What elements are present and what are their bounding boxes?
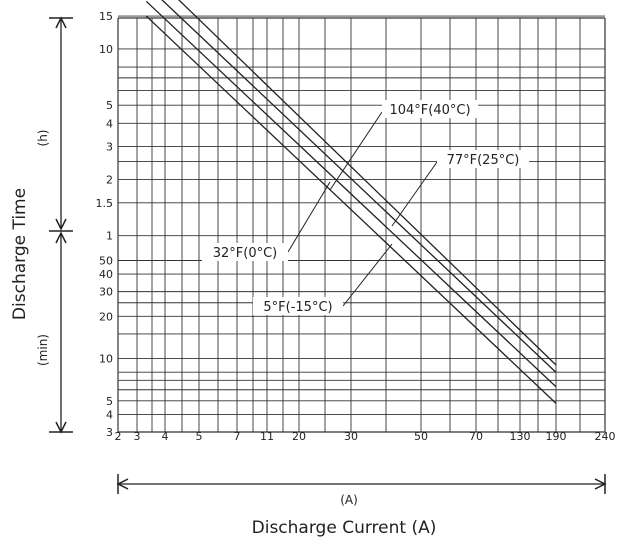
x-tick-label: 240 (595, 430, 616, 443)
y-unit-minutes: (min) (36, 334, 50, 366)
series-callouts: 104°F(40°C) 77°F(25°C) 32°F(0°C) 5°F(-15°C) (202, 100, 529, 315)
x-tick-label: 4 (162, 430, 169, 443)
callout-leader (342, 243, 393, 307)
y-tick-label: 20 (99, 310, 113, 323)
y-tick-label: 50 (99, 254, 113, 267)
y-tick-label: 15 (99, 10, 113, 23)
y-tick-label: 3 (106, 426, 113, 439)
series-line (145, 15, 557, 404)
series-label: 5°F(-15°C) (263, 300, 332, 315)
series-line (177, 0, 557, 366)
series-label: 104°F(40°C) (389, 103, 470, 118)
x-tick-label: 190 (546, 430, 567, 443)
y-tick-label: 10 (99, 353, 113, 366)
callout-bg (202, 243, 288, 261)
x-unit-label: (A) (340, 493, 358, 507)
x-tick-label: 50 (414, 430, 428, 443)
arrow-head (55, 218, 67, 231)
y-tick-label: 5 (106, 395, 113, 408)
axis-arrows (49, 16, 607, 494)
series-line (161, 0, 557, 373)
callout-bg (382, 100, 478, 118)
x-tick-label: 3 (134, 430, 141, 443)
series-label: 77°F(25°C) (447, 153, 520, 168)
x-tick-label: 7 (234, 430, 241, 443)
y-tick-label: 4 (106, 408, 113, 421)
grid (117, 15, 606, 433)
x-tick-label: 130 (510, 430, 531, 443)
callout-bg (437, 150, 529, 168)
tick-labels: 3020151054321.51504030201054323457112030… (96, 10, 616, 443)
x-axis-title: Discharge Current (A) (252, 518, 437, 538)
callout-leader (287, 181, 331, 253)
x-tick-label: 11 (260, 430, 274, 443)
x-tick-label: 70 (469, 430, 483, 443)
x-tick-label: 30 (344, 430, 358, 443)
y-tick-label: 1 (106, 230, 113, 243)
callout-bg (253, 297, 343, 315)
x-tick-label: 2 (115, 430, 122, 443)
series-label: 32°F(0°C) (213, 246, 278, 261)
callout-leader (391, 161, 438, 227)
y-axis-title: Discharge Time (10, 188, 30, 320)
y-tick-label: 10 (99, 43, 113, 56)
y-tick-label: 4 (106, 117, 113, 130)
series-line (145, 0, 557, 388)
y-tick-label: 1.5 (96, 197, 114, 210)
x-tick-label: 5 (196, 430, 203, 443)
arrow-head (55, 231, 67, 244)
y-tick-label: 40 (99, 268, 113, 281)
y-unit-hours: (h) (36, 130, 50, 147)
y-tick-label: 30 (99, 286, 113, 299)
x-tick-label: 20 (292, 430, 306, 443)
y-tick-label: 3 (106, 141, 113, 154)
y-tick-label: 2 (106, 173, 113, 186)
y-tick-label: 5 (106, 99, 113, 112)
series-lines (145, 0, 557, 404)
callout-leader (329, 111, 383, 191)
